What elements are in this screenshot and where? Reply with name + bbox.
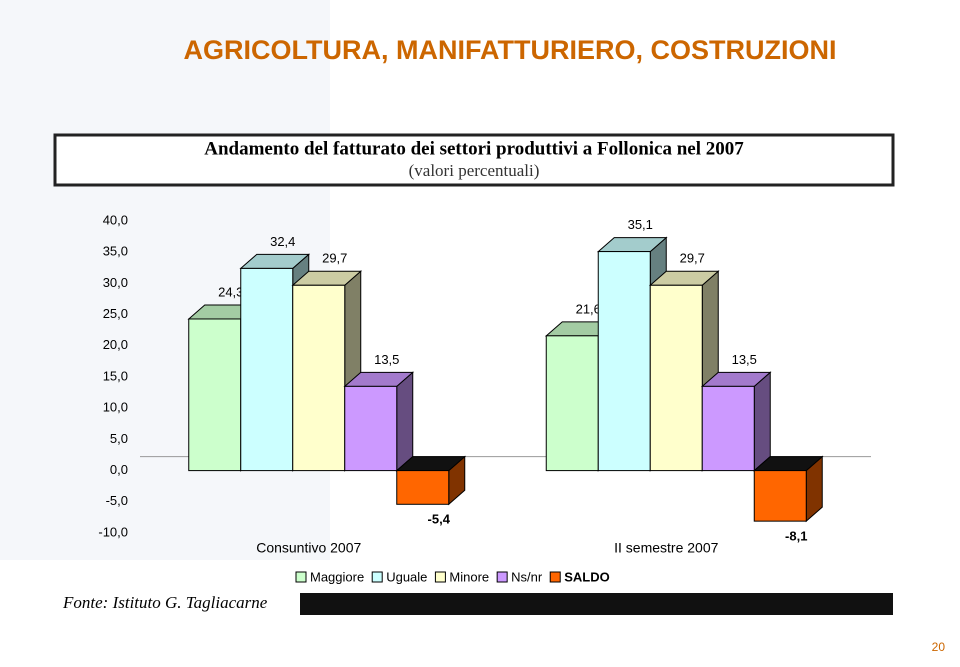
value-label: 21,6: [576, 301, 601, 316]
legend-swatch: [295, 571, 307, 583]
legend-label: Uguale: [386, 569, 427, 584]
slide-title: AGRICOLTURA, MANIFATTURIERO, COSTRUZIONI: [184, 35, 837, 65]
value-label: 32,4: [270, 234, 295, 249]
legend-label: Ns/nr: [511, 569, 543, 584]
x-tick-label: Consuntivo 2007: [256, 540, 361, 556]
y-tick-label: 15,0: [103, 368, 128, 383]
legend-swatch: [371, 571, 383, 583]
bar: [343, 371, 415, 472]
bar-front: [396, 470, 450, 505]
legend-label: Minore: [449, 569, 489, 584]
value-label: 24,3: [218, 284, 243, 299]
y-tick-label: 40,0: [103, 212, 128, 227]
bar-front: [344, 385, 398, 472]
y-tick-label: 25,0: [103, 306, 128, 321]
bar-front: [701, 385, 755, 472]
bar-front: [753, 470, 807, 522]
y-tick-label: -5,0: [106, 493, 128, 508]
bar-front: [545, 335, 599, 472]
value-label: 13,5: [732, 352, 757, 367]
value-label: 29,7: [680, 251, 705, 266]
bar: [395, 455, 467, 506]
legend-swatch: [549, 571, 561, 583]
value-label: 13,5: [374, 352, 399, 367]
bar-front: [292, 284, 346, 472]
source: Fonte: Istituto G. Tagliacarne: [62, 593, 268, 612]
x-tick-label: II semestre 2007: [614, 540, 718, 556]
bar-front: [240, 267, 294, 472]
y-tick-label: 0,0: [110, 462, 128, 477]
bar: [752, 455, 824, 523]
y-tick-label: 10,0: [103, 400, 128, 415]
bar-front: [597, 251, 651, 472]
title-box: [53, 133, 895, 187]
legend-swatch: [434, 571, 446, 583]
value-label: 29,7: [322, 251, 347, 266]
source-bar: [300, 593, 893, 615]
value-label: 35,1: [628, 217, 653, 232]
y-tick-label: 30,0: [103, 275, 128, 290]
bar-front: [188, 318, 242, 472]
y-tick-label: 5,0: [110, 431, 128, 446]
y-tick-label: 35,0: [103, 244, 128, 259]
bar-side: [396, 371, 414, 472]
bar-front: [649, 284, 703, 472]
legend-swatch: [496, 571, 508, 583]
chart-title: Andamento del fatturato dei settori prod…: [204, 138, 744, 159]
value-label: -8,1: [785, 529, 807, 544]
y-tick-label: 20,0: [103, 337, 128, 352]
chart-subtitle: (valori percentuali): [409, 161, 540, 180]
value-label: -5,4: [428, 512, 451, 527]
legend-label: Maggiore: [310, 569, 364, 584]
legend-label: SALDO: [564, 569, 610, 584]
bar: [700, 371, 772, 472]
page-number: 20: [932, 640, 946, 654]
bar-side: [753, 371, 771, 472]
y-tick-label: -10,0: [98, 524, 128, 539]
